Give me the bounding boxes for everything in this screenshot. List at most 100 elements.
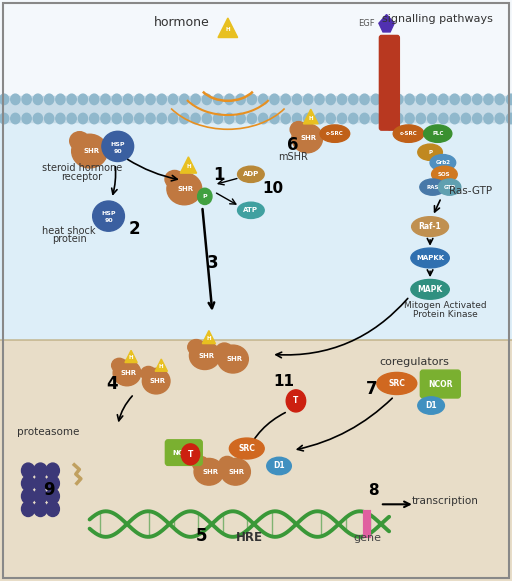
Text: 10: 10 [262, 181, 283, 196]
Circle shape [337, 94, 347, 105]
Circle shape [46, 463, 59, 478]
Circle shape [495, 94, 504, 105]
Circle shape [46, 476, 59, 491]
Circle shape [337, 113, 347, 124]
Ellipse shape [438, 179, 461, 195]
Circle shape [281, 94, 290, 105]
Text: MAPK: MAPK [417, 285, 443, 294]
Circle shape [34, 463, 47, 478]
Ellipse shape [216, 343, 233, 358]
Circle shape [360, 94, 369, 105]
Ellipse shape [188, 339, 205, 355]
Circle shape [450, 113, 459, 124]
Circle shape [304, 113, 313, 124]
Ellipse shape [432, 166, 457, 182]
Ellipse shape [221, 458, 250, 485]
Circle shape [461, 113, 471, 124]
Ellipse shape [193, 457, 209, 471]
Circle shape [484, 113, 493, 124]
Text: H: H [206, 336, 211, 341]
Circle shape [405, 94, 414, 105]
Circle shape [90, 94, 99, 105]
Circle shape [473, 94, 482, 105]
Text: P: P [202, 194, 207, 199]
Circle shape [247, 94, 257, 105]
Circle shape [33, 113, 42, 124]
Ellipse shape [112, 358, 127, 372]
Text: Protein Kinase: Protein Kinase [413, 310, 478, 318]
Text: 4: 4 [106, 375, 117, 393]
Text: heat shock: heat shock [42, 225, 96, 235]
Text: steroid hormone: steroid hormone [42, 163, 122, 173]
Text: SHR: SHR [301, 135, 317, 141]
Ellipse shape [70, 132, 90, 150]
Text: signalling pathways: signalling pathways [382, 14, 493, 24]
Text: 11: 11 [273, 374, 295, 389]
Circle shape [34, 501, 47, 517]
Circle shape [168, 113, 178, 124]
Circle shape [45, 113, 54, 124]
Ellipse shape [189, 342, 220, 370]
Circle shape [428, 113, 437, 124]
Circle shape [281, 113, 290, 124]
Bar [0, 122, 512, 340]
Bar [0, 340, 512, 581]
Text: EGF: EGF [358, 19, 374, 28]
Text: SHR: SHR [83, 148, 99, 154]
Circle shape [78, 94, 88, 105]
Circle shape [259, 94, 268, 105]
Circle shape [304, 94, 313, 105]
Circle shape [181, 444, 200, 465]
Bar [0, 96, 512, 122]
Text: gene: gene [354, 533, 381, 543]
Circle shape [146, 113, 155, 124]
Circle shape [123, 113, 133, 124]
Circle shape [394, 94, 403, 105]
Text: HRE: HRE [237, 532, 263, 544]
Circle shape [101, 113, 110, 124]
Circle shape [236, 94, 245, 105]
Circle shape [349, 94, 358, 105]
Text: 5: 5 [196, 528, 207, 546]
Ellipse shape [229, 438, 264, 459]
Text: 90: 90 [114, 149, 122, 153]
Text: SHR: SHR [202, 469, 219, 475]
Circle shape [326, 113, 335, 124]
Text: PLC: PLC [432, 131, 443, 136]
Ellipse shape [411, 248, 450, 268]
Ellipse shape [412, 217, 449, 236]
FancyBboxPatch shape [165, 440, 202, 465]
Text: receptor: receptor [61, 171, 102, 181]
Circle shape [461, 94, 471, 105]
Text: NCOR: NCOR [173, 450, 195, 456]
Polygon shape [202, 331, 216, 343]
Ellipse shape [219, 457, 236, 471]
Circle shape [46, 501, 59, 517]
Circle shape [191, 94, 200, 105]
Ellipse shape [290, 121, 307, 138]
Ellipse shape [424, 125, 452, 142]
Ellipse shape [292, 124, 323, 153]
Ellipse shape [411, 279, 450, 299]
Text: H: H [159, 364, 164, 369]
Circle shape [101, 94, 110, 105]
Circle shape [34, 476, 47, 491]
Ellipse shape [418, 144, 442, 160]
Circle shape [326, 94, 335, 105]
Circle shape [180, 94, 189, 105]
Circle shape [225, 94, 234, 105]
Text: Raf-1: Raf-1 [419, 222, 441, 231]
Text: 9: 9 [43, 481, 54, 499]
Ellipse shape [430, 155, 456, 171]
Text: MAPKK: MAPKK [416, 255, 444, 261]
Circle shape [112, 94, 121, 105]
Circle shape [67, 113, 76, 124]
Circle shape [382, 113, 392, 124]
Circle shape [416, 113, 425, 124]
Text: SRC: SRC [239, 444, 255, 453]
FancyBboxPatch shape [379, 35, 391, 130]
Circle shape [292, 94, 302, 105]
Text: hormone: hormone [154, 16, 209, 29]
Text: 7: 7 [366, 380, 377, 398]
Text: SHR: SHR [178, 186, 194, 192]
